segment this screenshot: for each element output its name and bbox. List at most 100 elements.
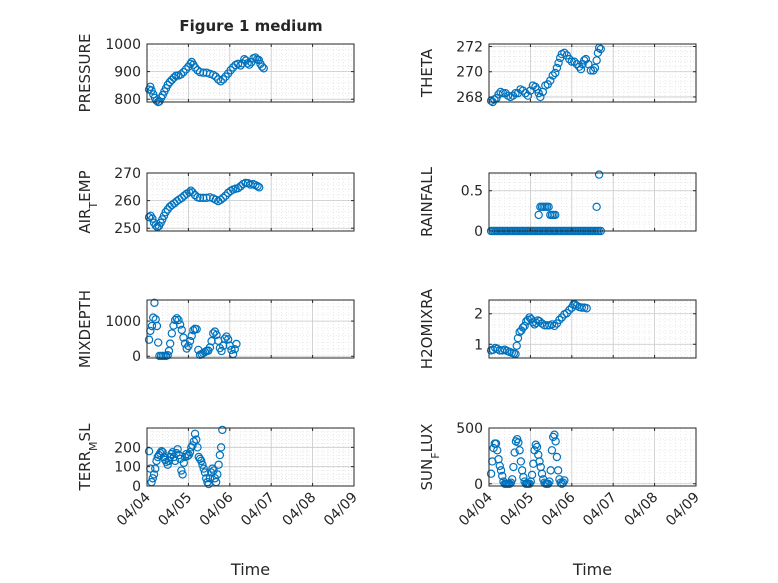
data-point xyxy=(243,59,252,68)
data-point xyxy=(192,435,201,444)
axes-box xyxy=(488,427,697,487)
data-point xyxy=(190,63,200,72)
data-point xyxy=(553,466,563,475)
y-tick-label: 1000 xyxy=(105,37,141,53)
data-point xyxy=(576,65,586,74)
data-point xyxy=(169,73,179,82)
axes-box xyxy=(488,299,697,359)
data-point xyxy=(245,60,254,69)
data-point xyxy=(505,479,514,488)
y-axis-label: THETA xyxy=(418,48,436,98)
data-point xyxy=(188,188,197,197)
data-point xyxy=(187,331,196,341)
data-point xyxy=(496,466,506,475)
y-tick-label: 100 xyxy=(114,460,141,476)
data-point xyxy=(509,462,518,472)
data-point xyxy=(218,425,227,435)
data-point xyxy=(150,298,159,308)
data-point xyxy=(152,321,162,331)
data-point xyxy=(184,341,193,351)
data-point xyxy=(527,470,537,480)
data-point xyxy=(193,443,202,452)
data-point xyxy=(214,460,223,469)
data-point xyxy=(199,464,208,473)
data-point xyxy=(165,339,175,348)
figure-title: Figure 1 medium xyxy=(179,17,322,35)
axes-box xyxy=(146,299,355,359)
data-point xyxy=(581,54,591,64)
data-point xyxy=(552,63,562,73)
y-axis-label: MIXDEPTH xyxy=(76,290,94,368)
data-point xyxy=(151,221,160,230)
data-point xyxy=(181,65,191,74)
data-point xyxy=(216,77,225,86)
data-point xyxy=(570,57,579,66)
data-point xyxy=(586,66,596,75)
data-point xyxy=(173,445,182,454)
axes-box xyxy=(488,172,697,232)
y-tick-label: 0 xyxy=(132,349,141,365)
data-point xyxy=(182,344,191,353)
data-point xyxy=(254,55,263,65)
y-tick-label: 1 xyxy=(474,337,483,353)
axes-box xyxy=(146,43,355,103)
data-point xyxy=(221,191,230,200)
data-point xyxy=(534,210,543,220)
data-point xyxy=(582,304,591,313)
data-point xyxy=(227,345,236,355)
data-point xyxy=(537,319,547,328)
data-point xyxy=(148,474,157,483)
y-tick-label: 200 xyxy=(114,440,141,456)
data-point xyxy=(179,333,188,342)
data-point xyxy=(163,350,172,360)
data-point xyxy=(537,469,547,478)
data-point xyxy=(507,475,517,484)
data-point xyxy=(220,334,230,343)
data-point xyxy=(594,170,604,179)
data-point xyxy=(486,469,496,478)
subplot-2: 268 270 272 THETA xyxy=(418,40,697,107)
data-point xyxy=(158,447,167,457)
data-point xyxy=(253,182,262,191)
y-tick-label: 800 xyxy=(114,92,141,108)
data-point xyxy=(151,464,160,473)
data-point xyxy=(560,476,569,485)
data-point xyxy=(178,470,187,479)
data-point xyxy=(185,336,195,346)
y-tick-label: 250 xyxy=(114,221,141,237)
data-point xyxy=(550,321,559,331)
y-tick-label: 2 xyxy=(474,307,483,323)
y-axis-label: PRESSURE xyxy=(76,34,94,113)
subplot-5: 0 1000 MIXDEPTH xyxy=(76,290,355,368)
data-point xyxy=(186,186,196,195)
data-point xyxy=(205,474,215,483)
data-point xyxy=(144,335,154,344)
y-tick-label: 900 xyxy=(114,65,141,81)
data-point xyxy=(172,448,181,458)
data-point xyxy=(216,195,225,204)
y-axis-label: RAINFALL xyxy=(418,166,436,237)
data-point xyxy=(532,442,542,452)
data-point xyxy=(192,324,201,334)
data-point xyxy=(177,325,186,335)
data-point xyxy=(495,461,504,471)
data-point xyxy=(493,446,502,455)
data-point xyxy=(577,303,586,312)
data-point xyxy=(535,457,544,466)
data-point xyxy=(163,460,172,469)
data-point xyxy=(197,456,206,466)
axes-box xyxy=(488,43,697,103)
data-point xyxy=(567,57,577,66)
y-tick-label: 268 xyxy=(456,90,483,106)
y-tick-label: 270 xyxy=(114,166,141,182)
data-point xyxy=(257,62,267,71)
y-axis-label: SUNFLUX xyxy=(418,424,442,491)
data-point xyxy=(165,77,174,87)
data-point xyxy=(188,441,197,450)
data-point xyxy=(546,76,555,85)
subplot-1: 800 900 1000 PRESSURE xyxy=(76,34,355,113)
y-tick-label: 260 xyxy=(114,194,141,210)
data-point xyxy=(198,460,207,469)
data-point xyxy=(204,479,213,489)
data-point xyxy=(176,70,186,79)
